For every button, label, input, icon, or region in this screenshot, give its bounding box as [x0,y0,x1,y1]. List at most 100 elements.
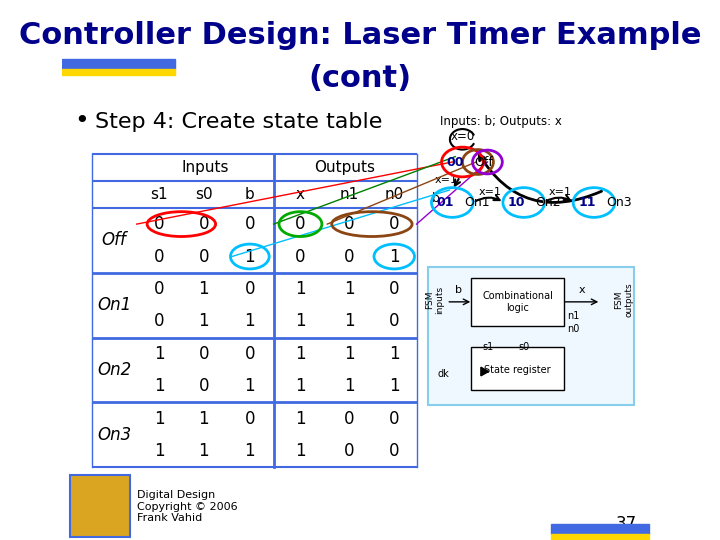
Polygon shape [481,367,489,376]
Text: b: b [455,285,462,295]
Text: 1: 1 [153,442,164,460]
Text: x: x [578,285,585,295]
Text: 0: 0 [389,409,400,428]
Text: 1: 1 [295,377,306,395]
Bar [62,69,176,75]
Text: 0: 0 [245,280,255,298]
Text: On2: On2 [536,196,562,209]
Text: Step 4: Create state table: Step 4: Create state table [95,111,382,132]
Text: n0: n0 [567,325,579,334]
Text: 10: 10 [508,196,526,209]
Text: n0: n0 [384,187,404,202]
Text: n1: n1 [340,187,359,202]
Text: 1: 1 [389,377,400,395]
Text: 1: 1 [344,312,355,330]
Text: 1: 1 [245,247,255,266]
Text: 1: 1 [153,377,164,395]
Text: 1: 1 [295,312,306,330]
Text: 0: 0 [199,345,209,363]
Text: Inputs: b; Outputs: x: Inputs: b; Outputs: x [441,115,562,128]
Text: n1: n1 [567,311,579,321]
Text: x: x [296,187,305,202]
Text: 0: 0 [295,247,306,266]
Text: 1: 1 [295,442,306,460]
Text: On2: On2 [97,361,131,379]
Text: FSM
outputs: FSM outputs [614,282,634,317]
Text: s1: s1 [150,187,168,202]
Text: 0: 0 [389,312,400,330]
Text: 00: 00 [446,156,464,168]
FancyBboxPatch shape [70,475,130,537]
Text: x=0: x=0 [450,130,474,143]
Text: 1: 1 [295,409,306,428]
Text: b: b [245,187,255,202]
Text: •: • [74,110,89,133]
Text: 1: 1 [295,280,306,298]
Text: 1: 1 [199,312,209,330]
FancyBboxPatch shape [472,278,564,326]
Text: 0: 0 [199,247,209,266]
Bar [551,524,649,534]
Text: Inputs: Inputs [181,160,229,175]
Text: 01: 01 [436,196,454,209]
Text: 1: 1 [199,409,209,428]
Text: 37: 37 [616,515,637,533]
Text: 0: 0 [389,215,400,233]
Text: 0: 0 [245,345,255,363]
Bar [62,59,176,69]
Text: s0: s0 [518,342,529,352]
Text: On3: On3 [97,426,131,444]
Text: On1: On1 [97,296,131,314]
Text: x=1: x=1 [478,187,501,197]
Text: 1: 1 [245,312,255,330]
Text: 1: 1 [295,345,306,363]
Text: Combinational
logic: Combinational logic [482,291,553,313]
Text: 0: 0 [154,312,164,330]
Text: 0: 0 [389,280,400,298]
Text: FSM
inputs: FSM inputs [425,286,444,314]
Text: On1: On1 [464,196,490,209]
Text: 0: 0 [344,442,355,460]
Text: On3: On3 [606,196,631,209]
Text: s1: s1 [482,342,494,352]
Text: Off: Off [102,231,127,249]
Text: 1: 1 [245,377,255,395]
Text: Outputs: Outputs [315,160,376,175]
Text: 1: 1 [389,345,400,363]
Text: b: b [432,192,440,205]
Text: 1: 1 [344,280,355,298]
Text: 0: 0 [245,215,255,233]
FancyBboxPatch shape [472,347,564,390]
Text: dk: dk [438,369,449,379]
Bar [551,534,649,540]
Text: 1: 1 [199,442,209,460]
Text: 1: 1 [199,280,209,298]
Text: (cont): (cont) [308,64,412,93]
Text: 1: 1 [153,409,164,428]
Text: 0: 0 [199,377,209,395]
Text: 0: 0 [154,247,164,266]
Text: 0: 0 [199,215,209,233]
Text: Controller Design: Laser Timer Example: Controller Design: Laser Timer Example [19,21,701,50]
Text: x=1: x=1 [549,187,572,197]
Text: 1: 1 [153,345,164,363]
Text: Off: Off [474,156,493,168]
Text: State register: State register [485,365,551,375]
Text: 0: 0 [245,409,255,428]
Text: 1: 1 [344,377,355,395]
Text: 0: 0 [154,215,164,233]
Text: x=1: x=1 [434,175,457,185]
Text: s0: s0 [195,187,212,202]
Text: 0: 0 [154,280,164,298]
Text: 11: 11 [578,196,595,209]
Text: 0: 0 [295,215,306,233]
Text: 1: 1 [344,345,355,363]
Text: 1: 1 [245,442,255,460]
Text: 0: 0 [344,247,355,266]
Text: 0: 0 [344,409,355,428]
Text: 0: 0 [344,215,355,233]
Text: 1: 1 [389,247,400,266]
Text: Digital Design
Copyright © 2006
Frank Vahid: Digital Design Copyright © 2006 Frank Va… [137,490,238,523]
FancyBboxPatch shape [428,267,634,405]
Text: 0: 0 [389,442,400,460]
